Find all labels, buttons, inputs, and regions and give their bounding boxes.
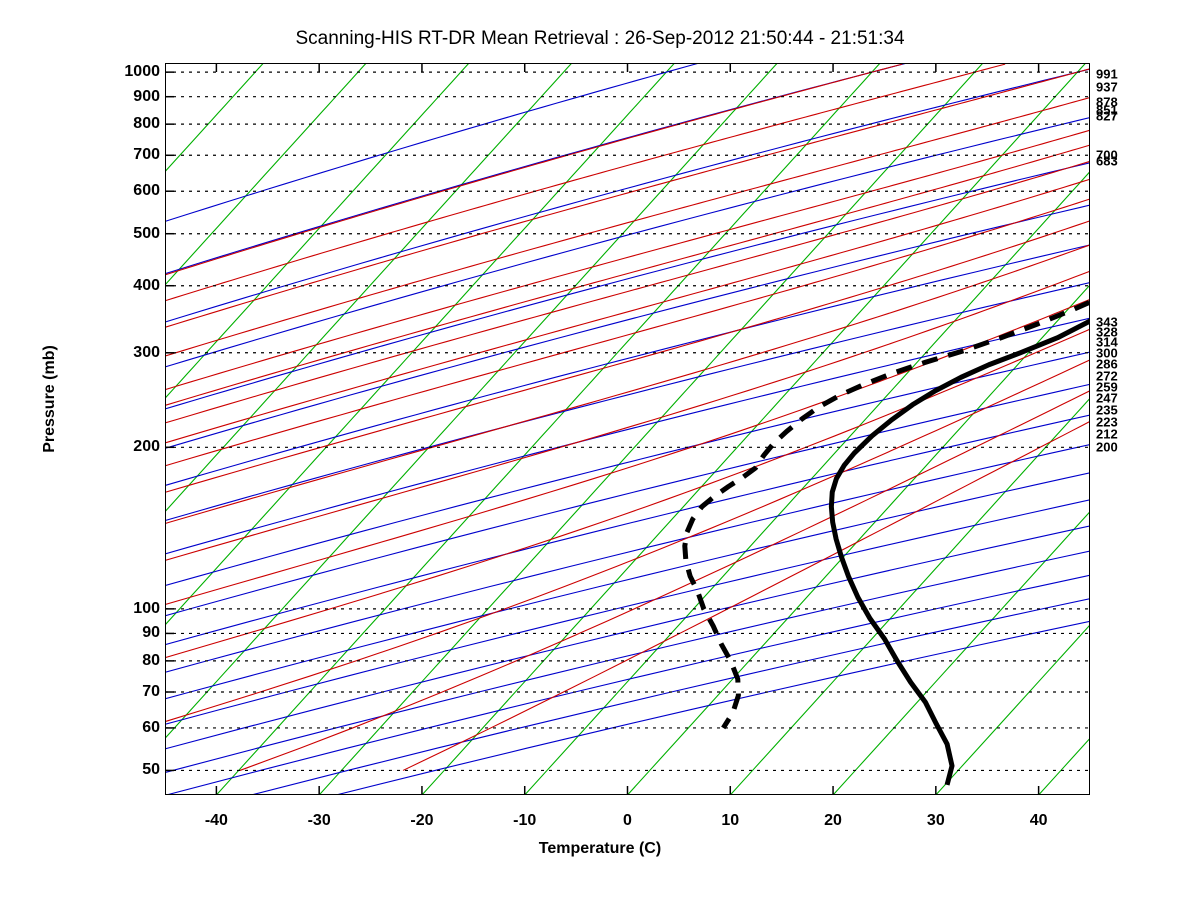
background-isopleths	[165, 63, 1090, 795]
y-tick-label-90: 90	[142, 624, 160, 642]
x-tick-label-neg40: -40	[204, 812, 228, 829]
chart-title: Scanning-HIS RT-DR Mean Retrieval : 26-S…	[295, 28, 905, 49]
right-pressure-label-827: 827	[1096, 108, 1118, 124]
right-pressure-label-235: 235	[1096, 402, 1118, 418]
sounding-profiles	[682, 299, 1090, 786]
y-tick-label-200: 200	[133, 438, 160, 456]
x-tick-label-30: 30	[926, 812, 945, 829]
y-tick-label-50: 50	[142, 761, 160, 779]
y-tick-label-800: 800	[133, 115, 160, 133]
y-tick-label-700: 700	[133, 146, 160, 164]
plot-area	[165, 63, 1090, 795]
y-tick-label-100: 100	[133, 599, 160, 617]
right-pressure-label-247: 247	[1096, 390, 1118, 406]
y-tick-label-500: 500	[133, 224, 160, 242]
right-pressure-label-286: 286	[1096, 356, 1118, 372]
y-tick-label-400: 400	[133, 276, 160, 294]
right-pressure-label-328: 328	[1096, 324, 1118, 340]
right-pressure-label-300: 300	[1096, 345, 1118, 361]
x-tick-label-20: 20	[824, 812, 842, 829]
x-axis-tick-labels: -40 -30 -20 -10 0 10 20 30 40	[165, 812, 1090, 836]
x-axis-title: Temperature (C)	[538, 840, 662, 857]
isobar-gridlines	[165, 71, 1090, 772]
y-tick-label-80: 80	[142, 651, 160, 669]
axis-ticks	[165, 63, 1040, 795]
right-pressure-label-200: 200	[1096, 439, 1118, 455]
y-tick-label-600: 600	[133, 182, 160, 200]
x-tick-label-40: 40	[1029, 812, 1048, 829]
y-tick-label-300: 300	[133, 343, 160, 361]
right-axis-pressure-labels: 200 212 223 235 247 259 272 286 300 314 328 343 683 7…	[1096, 63, 1176, 795]
x-tick-label-10: 10	[721, 812, 740, 829]
y-tick-label-900: 900	[133, 87, 160, 105]
x-tick-label-0: 0	[623, 812, 632, 829]
right-pressure-label-343: 343	[1096, 314, 1118, 330]
x-tick-label-neg20: -20	[410, 812, 434, 829]
y-axis-title: Pressure (mb)	[41, 345, 58, 453]
right-pressure-label-851: 851	[1096, 102, 1118, 118]
right-pressure-label-683: 683	[1096, 153, 1118, 169]
y-axis-tick-labels: 50 60 70 80 90 100 200 300 400 500 600 700 800 900 100…	[70, 63, 160, 795]
y-tick-label-70: 70	[142, 683, 160, 700]
x-tick-label-neg10: -10	[513, 812, 537, 829]
right-pressure-label-223: 223	[1096, 414, 1118, 430]
y-tick-label-60: 60	[142, 718, 160, 736]
right-pressure-label-878: 878	[1096, 94, 1118, 110]
right-pressure-label-700: 700	[1096, 147, 1118, 163]
right-pressure-label-937: 937	[1096, 79, 1118, 95]
y-tick-label-1000: 1000	[124, 63, 160, 81]
right-pressure-label-272: 272	[1096, 368, 1118, 384]
right-pressure-label-991: 991	[1096, 66, 1118, 82]
right-pressure-label-212: 212	[1096, 426, 1118, 442]
right-pressure-label-259: 259	[1096, 379, 1118, 395]
right-pressure-label-314: 314	[1096, 334, 1118, 350]
x-tick-label-neg30: -30	[307, 812, 331, 829]
